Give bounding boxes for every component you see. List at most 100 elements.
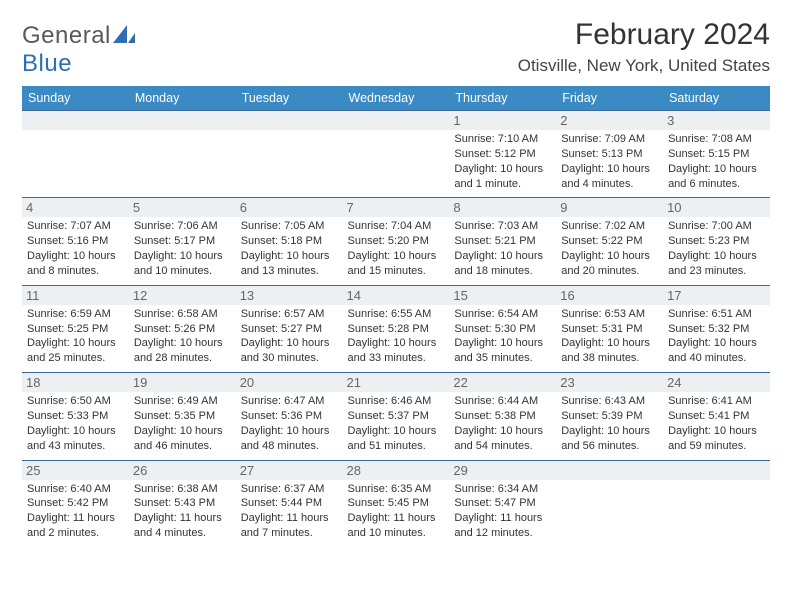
day-number: 28 xyxy=(343,461,450,480)
day-number: 8 xyxy=(449,198,556,217)
day-cell xyxy=(22,110,129,197)
sunrise-text: Sunrise: 6:51 AM xyxy=(668,307,765,322)
sunrise-text: Sunrise: 6:58 AM xyxy=(134,307,231,322)
day-cell xyxy=(556,460,663,547)
daylight1-text: Daylight: 11 hours xyxy=(348,511,445,526)
day-cell: 7Sunrise: 7:04 AMSunset: 5:20 PMDaylight… xyxy=(343,197,450,284)
day-info: Sunrise: 6:55 AMSunset: 5:28 PMDaylight:… xyxy=(348,307,445,366)
daylight2-text: and 8 minutes. xyxy=(27,264,124,279)
day-info: Sunrise: 6:38 AMSunset: 5:43 PMDaylight:… xyxy=(134,482,231,541)
day-info: Sunrise: 7:10 AMSunset: 5:12 PMDaylight:… xyxy=(454,132,551,191)
day-number: 10 xyxy=(663,198,770,217)
day-number: 26 xyxy=(129,461,236,480)
daylight1-text: Daylight: 10 hours xyxy=(348,249,445,264)
day-info: Sunrise: 6:35 AMSunset: 5:45 PMDaylight:… xyxy=(348,482,445,541)
calendar-page: GeneralBlue February 2024 Otisville, New… xyxy=(0,0,792,565)
day-number: 11 xyxy=(22,286,129,305)
sunrise-text: Sunrise: 7:04 AM xyxy=(348,219,445,234)
day-cell: 8 Sunrise: 7:03 AMSunset: 5:21 PMDaylight… xyxy=(449,197,556,284)
day-cell: 1Sunrise: 7:10 AMSunset: 5:12 PMDaylight… xyxy=(449,110,556,197)
sunset-text: Sunset: 5:38 PM xyxy=(454,409,551,424)
sunset-text: Sunset: 5:35 PM xyxy=(134,409,231,424)
daylight2-text: and 15 minutes. xyxy=(348,264,445,279)
day-cell: 27Sunrise: 6:37 AMSunset: 5:44 PMDayligh… xyxy=(236,460,343,547)
sunrise-text: Sunrise: 6:53 AM xyxy=(561,307,658,322)
day-cell: 29Sunrise: 6:34 AMSunset: 5:47 PMDayligh… xyxy=(449,460,556,547)
day-number: 18 xyxy=(22,373,129,392)
daylight2-text: and 12 minutes. xyxy=(454,526,551,541)
daylight1-text: Daylight: 10 hours xyxy=(241,249,338,264)
daylight1-text: Daylight: 10 hours xyxy=(348,336,445,351)
daylight2-text: and 23 minutes. xyxy=(668,264,765,279)
day-number: 6 xyxy=(236,198,343,217)
sunrise-text: Sunrise: 7:08 AM xyxy=(668,132,765,147)
day-cell: 16Sunrise: 6:53 AMSunset: 5:31 PMDayligh… xyxy=(556,285,663,372)
day-cell: 22Sunrise: 6:44 AMSunset: 5:38 PMDayligh… xyxy=(449,372,556,459)
week-row: 1Sunrise: 7:10 AMSunset: 5:12 PMDaylight… xyxy=(22,110,770,197)
daylight1-text: Daylight: 10 hours xyxy=(668,424,765,439)
empty-day-number xyxy=(129,111,236,130)
daylight2-text: and 4 minutes. xyxy=(134,526,231,541)
sunset-text: Sunset: 5:33 PM xyxy=(27,409,124,424)
sunset-text: Sunset: 5:30 PM xyxy=(454,322,551,337)
empty-day-number xyxy=(343,111,450,130)
weekday-header: Thursday xyxy=(449,86,556,110)
day-info: Sunrise: 6:54 AMSunset: 5:30 PMDaylight:… xyxy=(454,307,551,366)
day-cell: 12Sunrise: 6:58 AMSunset: 5:26 PMDayligh… xyxy=(129,285,236,372)
day-info: Sunrise: 6:43 AMSunset: 5:39 PMDaylight:… xyxy=(561,394,658,453)
sunset-text: Sunset: 5:21 PM xyxy=(454,234,551,249)
daylight1-text: Daylight: 10 hours xyxy=(561,336,658,351)
day-info: Sunrise: 6:57 AMSunset: 5:27 PMDaylight:… xyxy=(241,307,338,366)
sunrise-text: Sunrise: 6:57 AM xyxy=(241,307,338,322)
daylight2-text: and 38 minutes. xyxy=(561,351,658,366)
day-cell: 19Sunrise: 6:49 AMSunset: 5:35 PMDayligh… xyxy=(129,372,236,459)
daylight2-text: and 18 minutes. xyxy=(454,264,551,279)
daylight1-text: Daylight: 11 hours xyxy=(134,511,231,526)
day-cell: 23 Sunrise: 6:43 AMSunset: 5:39 PMDayligh… xyxy=(556,372,663,459)
day-cell xyxy=(343,110,450,197)
sunset-text: Sunset: 5:26 PM xyxy=(134,322,231,337)
daylight2-text: and 33 minutes. xyxy=(348,351,445,366)
sunrise-text: Sunrise: 6:59 AM xyxy=(27,307,124,322)
sunset-text: Sunset: 5:47 PM xyxy=(454,496,551,511)
daylight2-text: and 6 minutes. xyxy=(668,177,765,192)
day-info: Sunrise: 7:07 AMSunset: 5:16 PMDaylight:… xyxy=(27,219,124,278)
logo-text: GeneralBlue xyxy=(22,22,135,78)
sail-icon xyxy=(113,22,135,49)
daylight1-text: Daylight: 10 hours xyxy=(454,162,551,177)
sunrise-text: Sunrise: 6:50 AM xyxy=(27,394,124,409)
empty-day-number xyxy=(236,111,343,130)
day-info: Sunrise: 7:03 AMSunset: 5:21 PMDaylight:… xyxy=(454,219,551,278)
daylight2-text: and 20 minutes. xyxy=(561,264,658,279)
daylight1-text: Daylight: 10 hours xyxy=(561,162,658,177)
sunrise-text: Sunrise: 7:05 AM xyxy=(241,219,338,234)
sunrise-text: Sunrise: 7:10 AM xyxy=(454,132,551,147)
day-info: Sunrise: 6:51 AMSunset: 5:32 PMDaylight:… xyxy=(668,307,765,366)
daylight2-text: and 48 minutes. xyxy=(241,439,338,454)
day-cell: 21Sunrise: 6:46 AMSunset: 5:37 PMDayligh… xyxy=(343,372,450,459)
sunrise-text: Sunrise: 6:43 AM xyxy=(561,394,658,409)
location-text: Otisville, New York, United States xyxy=(518,56,770,76)
day-info: Sunrise: 6:37 AMSunset: 5:44 PMDaylight:… xyxy=(241,482,338,541)
daylight1-text: Daylight: 10 hours xyxy=(241,424,338,439)
daylight2-text: and 4 minutes. xyxy=(561,177,658,192)
sunrise-text: Sunrise: 7:02 AM xyxy=(561,219,658,234)
sunrise-text: Sunrise: 6:44 AM xyxy=(454,394,551,409)
sunset-text: Sunset: 5:27 PM xyxy=(241,322,338,337)
weekday-header-row: Sunday Monday Tuesday Wednesday Thursday… xyxy=(22,86,770,110)
week-row: 25Sunrise: 6:40 AMSunset: 5:42 PMDayligh… xyxy=(22,460,770,547)
day-cell: 2Sunrise: 7:09 AMSunset: 5:13 PMDaylight… xyxy=(556,110,663,197)
day-info: Sunrise: 6:41 AMSunset: 5:41 PMDaylight:… xyxy=(668,394,765,453)
daylight2-text: and 46 minutes. xyxy=(134,439,231,454)
sunrise-text: Sunrise: 7:00 AM xyxy=(668,219,765,234)
day-cell: 6Sunrise: 7:05 AMSunset: 5:18 PMDaylight… xyxy=(236,197,343,284)
day-number: 23 xyxy=(556,373,663,392)
daylight1-text: Daylight: 10 hours xyxy=(241,336,338,351)
day-number: 15 xyxy=(449,286,556,305)
week-row: 18 Sunrise: 6:50 AMSunset: 5:33 PM Dayligh… xyxy=(22,372,770,459)
sunset-text: Sunset: 5:36 PM xyxy=(241,409,338,424)
logo: GeneralBlue xyxy=(22,18,135,78)
day-cell: 15 Sunrise: 6:54 AMSunset: 5:30 PMDayligh… xyxy=(449,285,556,372)
sunrise-text: Sunrise: 6:37 AM xyxy=(241,482,338,497)
daylight2-text: and 35 minutes. xyxy=(454,351,551,366)
